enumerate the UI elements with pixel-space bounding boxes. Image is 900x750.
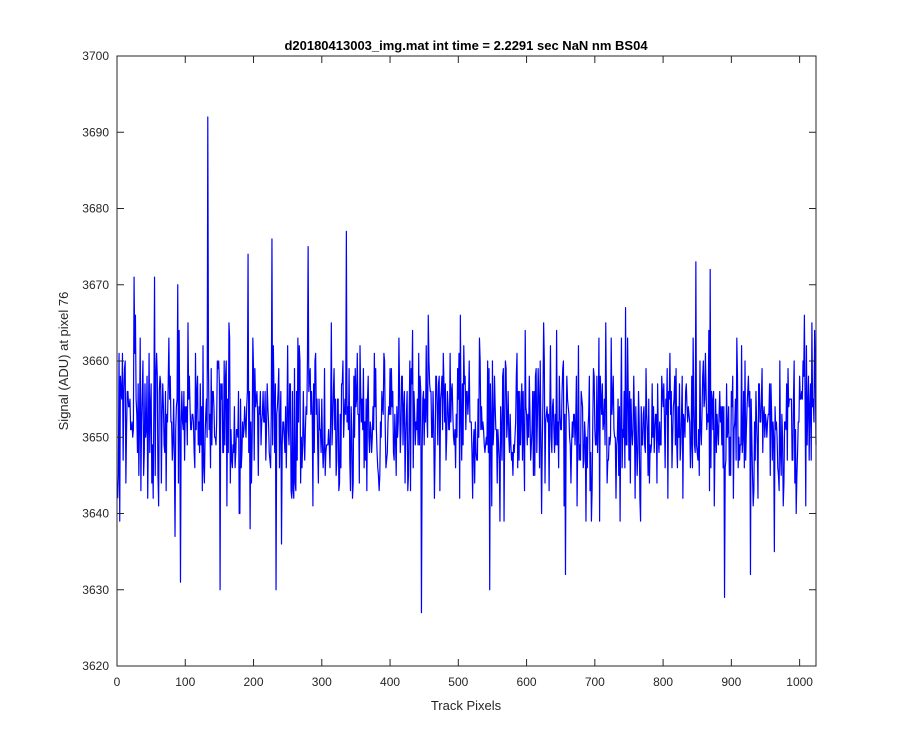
- x-tick-label: 500: [448, 675, 468, 689]
- x-tick-label: 0: [114, 675, 121, 689]
- x-tick-label: 800: [653, 675, 673, 689]
- y-tick-label: 3690: [82, 125, 109, 139]
- x-tick-label: 600: [517, 675, 537, 689]
- x-tick-label: 200: [244, 675, 264, 689]
- y-tick-label: 3650: [82, 430, 109, 444]
- y-tick-label: 3700: [82, 49, 109, 63]
- y-tick-label: 3630: [82, 583, 109, 597]
- x-tick-label: 1000: [786, 675, 813, 689]
- y-tick-label: 3640: [82, 507, 109, 521]
- y-axis: 3620 3630 3640 3650 3660 3670 3680 3690 3700: [82, 49, 816, 673]
- series-group: [117, 116, 817, 614]
- x-tick-label: 400: [380, 675, 400, 689]
- y-tick-label: 3670: [82, 278, 109, 292]
- chart-title: d20180413003_img.mat int time = 2.2291 s…: [284, 38, 648, 53]
- x-tick-label: 100: [175, 675, 195, 689]
- signal-series-line: [117, 116, 817, 614]
- x-tick-label: 900: [721, 675, 741, 689]
- y-tick-label: 3620: [82, 659, 109, 673]
- y-tick-label: 3660: [82, 354, 109, 368]
- y-tick-label: 3680: [82, 202, 109, 216]
- x-tick-label: 300: [312, 675, 332, 689]
- plot-area: [117, 56, 816, 666]
- x-tick-label: 700: [585, 675, 605, 689]
- x-axis-label: Track Pixels: [431, 698, 502, 713]
- y-axis-label: Signal (ADU) at pixel 76: [56, 292, 71, 431]
- x-axis: 0 100 200 300 400 500 600 700 800 900 1000: [114, 56, 813, 689]
